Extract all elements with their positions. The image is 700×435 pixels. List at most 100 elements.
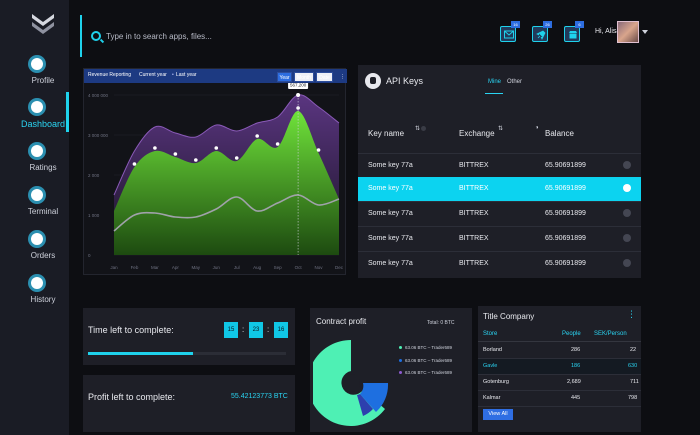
store-button[interactable]: 6	[564, 21, 584, 42]
legend-current-year: Current year	[139, 72, 167, 78]
sidebar-item-orders[interactable]: Orders	[0, 233, 69, 277]
sidebar-item-profile[interactable]: Profile	[0, 58, 69, 102]
table-row[interactable]: Some key 77a BITTREX 65.90691899	[358, 226, 641, 250]
orders-icon	[31, 233, 43, 245]
info-icon: ◑	[535, 125, 539, 131]
balance: 65.90691899	[545, 235, 586, 242]
x-tick-label: Nov	[315, 265, 324, 270]
table-row[interactable]: Borland 286 22	[478, 343, 641, 359]
mail-button[interactable]: 16	[500, 21, 520, 42]
tab-month[interactable]: Month	[294, 72, 314, 82]
chevron-down-icon[interactable]	[642, 30, 648, 34]
x-tick-label: Apr	[172, 265, 180, 270]
contract-total: Total: 0 BTC	[427, 320, 455, 326]
sidebar-item-terminal[interactable]: Terminal	[0, 189, 69, 233]
store: Gotenburg	[483, 379, 509, 385]
table-row[interactable]: Kalmar 445 798	[478, 391, 641, 407]
search-icon[interactable]	[91, 31, 101, 41]
status-dot[interactable]	[623, 259, 631, 267]
sidebar-item-ratings[interactable]: Ratings	[0, 145, 69, 189]
top-bar: 16 26 6 Hi, Alisa	[80, 15, 700, 57]
sort-icon[interactable]: ⇅	[498, 126, 504, 132]
exchange: BITTREX	[459, 162, 489, 169]
search-input[interactable]	[106, 28, 366, 44]
api-keys-title: API Keys	[386, 76, 424, 86]
key-name: Some key 77a	[368, 235, 413, 242]
table-row[interactable]: Some key 77a BITTREX 65.90691899	[358, 153, 641, 177]
legend-dot	[399, 346, 402, 349]
legend-text: 63.06 BTC – Trader689	[405, 345, 453, 350]
profit-left-label: Profit left to complete:	[88, 392, 176, 402]
exchange: BITTREX	[459, 185, 489, 192]
status-dot[interactable]	[623, 161, 631, 169]
data-point	[234, 156, 239, 160]
user-greeting: Hi, Alisa	[595, 28, 621, 35]
status-dot[interactable]	[623, 234, 631, 242]
col-sek-person[interactable]: SEK/Person	[594, 331, 627, 337]
col-exchange[interactable]: Exchange	[459, 129, 495, 138]
store: Kalmar	[483, 395, 501, 401]
col-key-name[interactable]: Key name	[368, 129, 405, 138]
area-series-2	[114, 110, 339, 255]
legend-text: 63.06 BTC – Trader689	[405, 370, 453, 375]
tab-year[interactable]: Year	[277, 72, 292, 82]
y-tick-label: 3 000 000	[88, 133, 109, 138]
sek-person: 711	[630, 379, 639, 385]
profit-left-value: 55.42123773 BTC	[231, 393, 288, 400]
rocket-button[interactable]: 26	[532, 21, 552, 42]
view-all-button[interactable]: View All	[483, 409, 513, 420]
table-row[interactable]: Some key 77a BITTREX 65.90691899	[358, 251, 641, 275]
store-icon	[569, 31, 577, 39]
key-name: Some key 77a	[368, 260, 413, 267]
profile-icon	[31, 58, 43, 70]
store: Gavle	[483, 363, 498, 369]
progress-fill	[88, 352, 193, 355]
table-row[interactable]: Gavle 186 630	[478, 359, 641, 375]
store: Borland	[483, 347, 502, 353]
chart-header: Revenue Reporting Current year • Last ye…	[84, 69, 347, 83]
sek-person: 22	[630, 347, 637, 353]
contract-profit-panel: Contract profit Total: 0 BTC 63.06 BTC –…	[310, 308, 472, 432]
balance: 65.90691899	[545, 260, 586, 267]
status-dot[interactable]	[623, 209, 631, 217]
legend-item: 63.06 BTC – Trader689	[399, 358, 452, 363]
tab-other[interactable]: Other	[507, 79, 523, 85]
sidebar-item-history[interactable]: History	[0, 277, 69, 321]
people: 186	[571, 363, 581, 369]
status-dot[interactable]	[623, 184, 631, 192]
table-row[interactable]: Some key 77a BITTREX 65.90691899	[358, 201, 641, 225]
sidebar-item-label: Terminal	[27, 207, 59, 216]
legend-text: 63.06 BTC – Trader689	[405, 358, 453, 363]
hours-box: 15	[224, 322, 238, 338]
sort-icon[interactable]: ⇅	[415, 126, 421, 132]
revenue-chart: 0 1 000 2 000 3 000 000 4 000 000 567,200 Jan F…	[88, 83, 344, 270]
more-icon[interactable]: ⋮	[340, 74, 345, 80]
table-row[interactable]: Some key 77a BITTREX 65.90691899	[358, 177, 641, 201]
avatar[interactable]	[617, 21, 639, 43]
tab-date[interactable]: Date	[316, 72, 333, 82]
app-logo[interactable]	[30, 12, 56, 36]
table-row[interactable]: Gotenburg 2,689 711	[478, 375, 641, 391]
y-tick-label: 0	[88, 253, 91, 258]
data-point	[153, 146, 157, 150]
sidebar-item-dashboard[interactable]: Dashboard	[0, 101, 69, 145]
more-icon[interactable]: ⋮	[627, 309, 636, 319]
x-tick-label: Dec	[335, 265, 344, 270]
x-tick-label: Mar	[151, 265, 159, 270]
col-people[interactable]: People	[562, 331, 581, 337]
donut-slice-2	[360, 383, 389, 412]
minutes-box: 23	[249, 322, 263, 338]
x-tick-label: May	[192, 265, 201, 270]
callout-box	[288, 83, 309, 89]
mail-badge: 16	[511, 21, 520, 28]
balance: 65.90691899	[545, 162, 586, 169]
store-badge: 6	[575, 21, 584, 28]
rocket-icon	[536, 30, 546, 40]
legend-dot	[399, 359, 402, 362]
tab-mine[interactable]: Mine	[488, 79, 502, 85]
sidebar-item-label: History	[30, 295, 56, 304]
col-balance[interactable]: Balance	[545, 129, 574, 138]
col-store[interactable]: Store	[483, 331, 498, 337]
y-tick-label: 4 000 000	[88, 93, 109, 98]
terminal-icon	[31, 189, 43, 201]
